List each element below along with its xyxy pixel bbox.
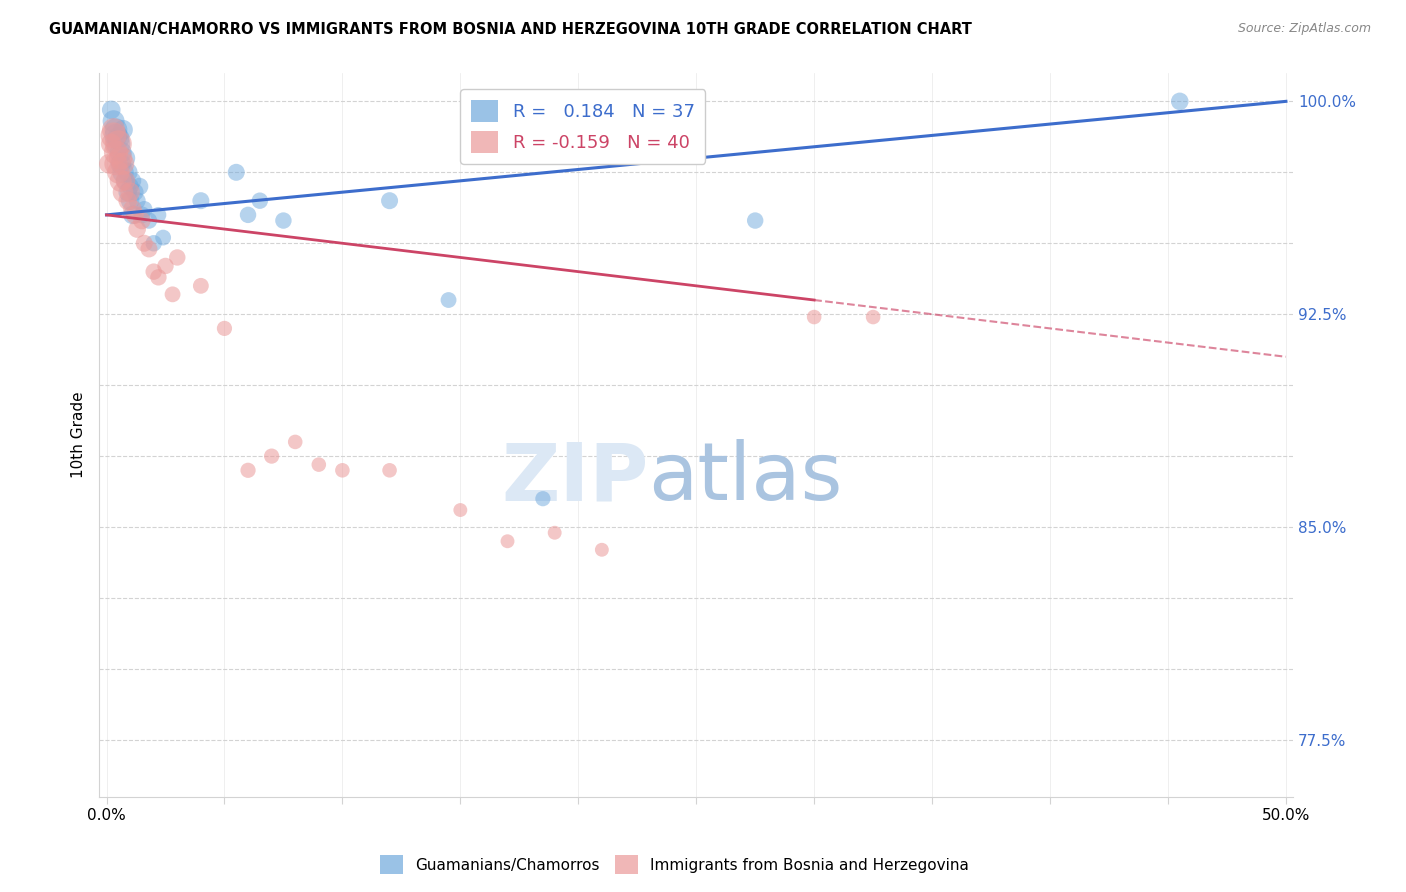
Point [449,503,471,517]
Point [744,213,766,227]
Point [104,145,127,160]
Point [103,114,125,128]
Point [437,293,460,307]
Point [114,151,136,165]
Point [103,128,125,143]
Point [117,165,139,179]
Y-axis label: 10th Grade: 10th Grade [72,392,86,478]
Point [378,194,401,208]
Point [111,157,134,171]
Point [117,185,139,199]
Legend: R =   0.184   N = 37, R = -0.159   N = 40: R = 0.184 N = 37, R = -0.159 N = 40 [460,89,706,164]
Point [121,174,143,188]
Point [120,179,142,194]
Point [190,278,212,293]
Point [114,174,136,188]
Point [332,463,354,477]
Point [142,236,165,251]
Point [155,259,177,273]
Point [148,208,170,222]
Point [148,270,170,285]
Point [378,463,401,477]
Point [308,458,330,472]
Text: GUAMANIAN/CHAMORRO VS IMMIGRANTS FROM BOSNIA AND HERZEGOVINA 10TH GRADE CORRELAT: GUAMANIAN/CHAMORRO VS IMMIGRANTS FROM BO… [49,22,972,37]
Point [190,194,212,208]
Point [104,157,127,171]
Point [128,179,150,194]
Point [107,136,129,151]
Point [531,491,554,506]
Text: ZIP: ZIP [501,439,648,517]
Point [124,208,146,222]
Point [142,265,165,279]
Point [236,208,259,222]
Point [152,230,174,244]
Point [496,534,519,549]
Point [803,310,825,324]
Point [131,208,153,222]
Point [127,222,149,236]
Text: Source: ZipAtlas.com: Source: ZipAtlas.com [1237,22,1371,36]
Point [104,122,127,136]
Point [111,122,134,136]
Point [120,185,142,199]
Point [104,128,127,143]
Point [127,194,149,208]
Legend: Guamanians/Chamorros, Immigrants from Bosnia and Herzegovina: Guamanians/Chamorros, Immigrants from Bo… [374,849,976,880]
Point [121,202,143,217]
Point [103,122,125,136]
Point [111,165,134,179]
Point [138,213,160,227]
Point [107,131,129,145]
Point [591,542,613,557]
Point [1168,95,1191,109]
Text: atlas: atlas [648,439,842,517]
Point [110,145,132,160]
Point [260,449,283,463]
Point [214,321,236,335]
Point [114,174,136,188]
Point [100,136,122,151]
Point [166,251,188,265]
Point [97,157,120,171]
Point [121,208,143,222]
Point [111,185,134,199]
Point [138,242,160,256]
Point [134,202,156,217]
Point [862,310,884,324]
Point [110,151,132,165]
Point [131,213,153,227]
Point [236,463,259,477]
Point [107,165,129,179]
Point [110,157,132,171]
Point [284,434,307,449]
Point [100,103,122,117]
Point [134,236,156,251]
Point [273,213,295,227]
Point [249,194,271,208]
Point [124,185,146,199]
Point [117,194,139,208]
Point [120,194,142,208]
Point [107,136,129,151]
Point [225,165,247,179]
Point [544,525,567,540]
Point [162,287,184,301]
Point [110,174,132,188]
